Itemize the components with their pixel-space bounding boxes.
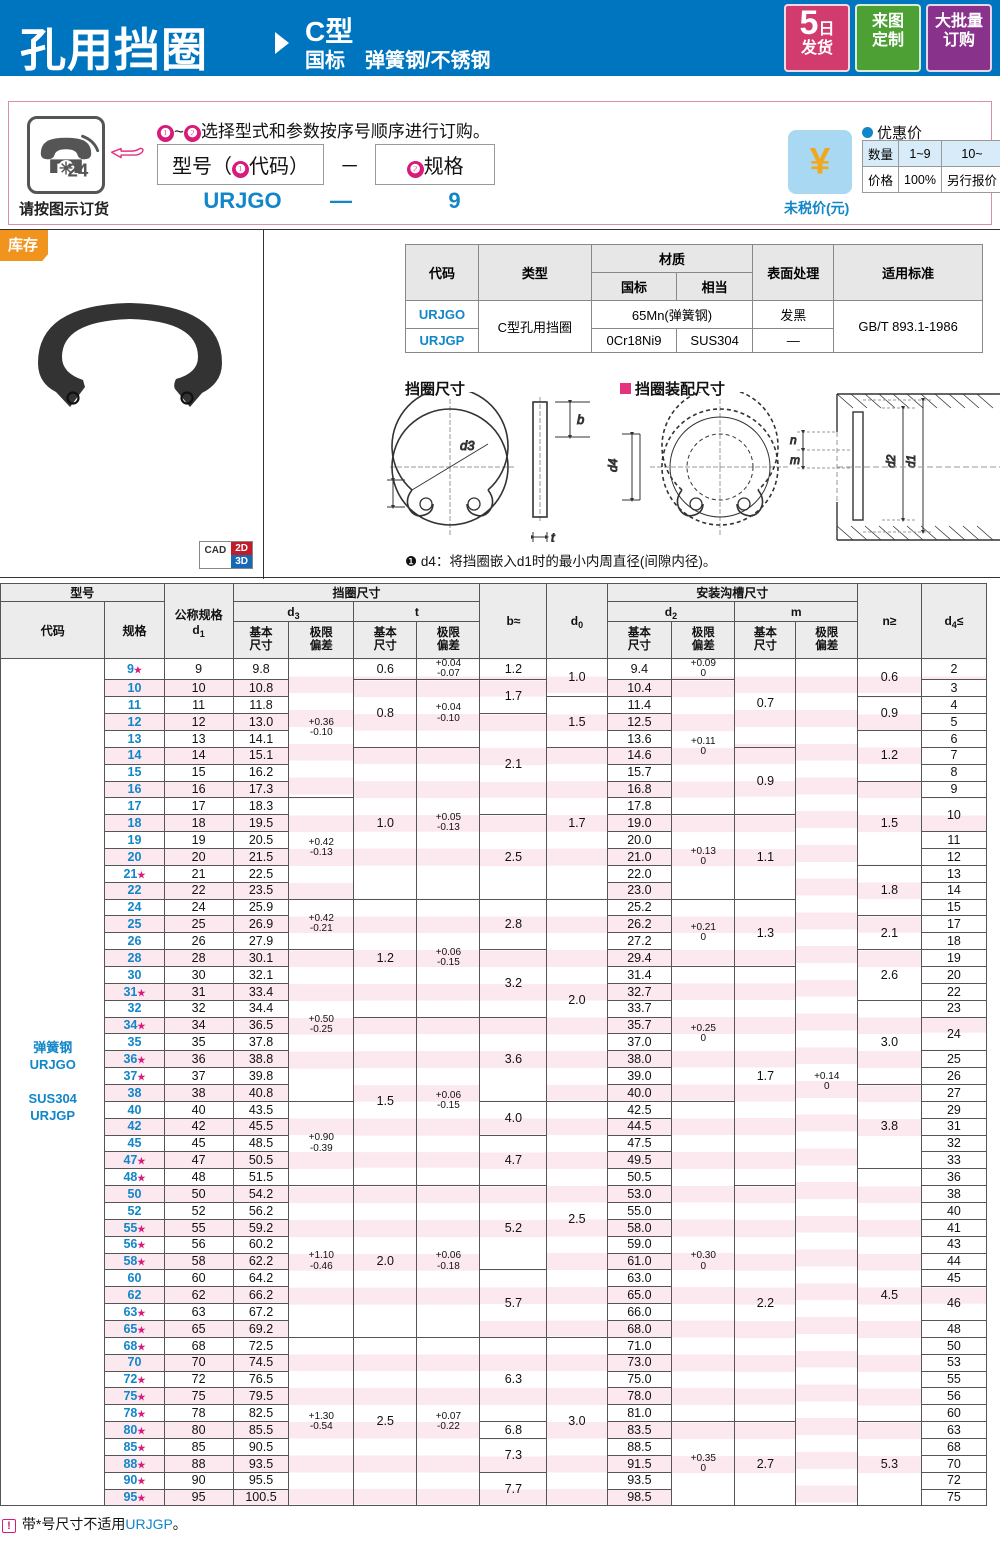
svg-text:d4: d4 — [606, 458, 620, 472]
svg-text:n: n — [790, 433, 797, 447]
svg-text:b: b — [577, 412, 584, 427]
svg-text:¥: ¥ — [810, 140, 831, 182]
svg-text:24: 24 — [67, 160, 88, 181]
svg-text:d3: d3 — [460, 438, 475, 453]
svg-text:d1: d1 — [904, 455, 918, 468]
svg-text:m: m — [790, 453, 800, 467]
svg-text:t: t — [551, 530, 556, 542]
svg-text:d2: d2 — [884, 454, 898, 468]
